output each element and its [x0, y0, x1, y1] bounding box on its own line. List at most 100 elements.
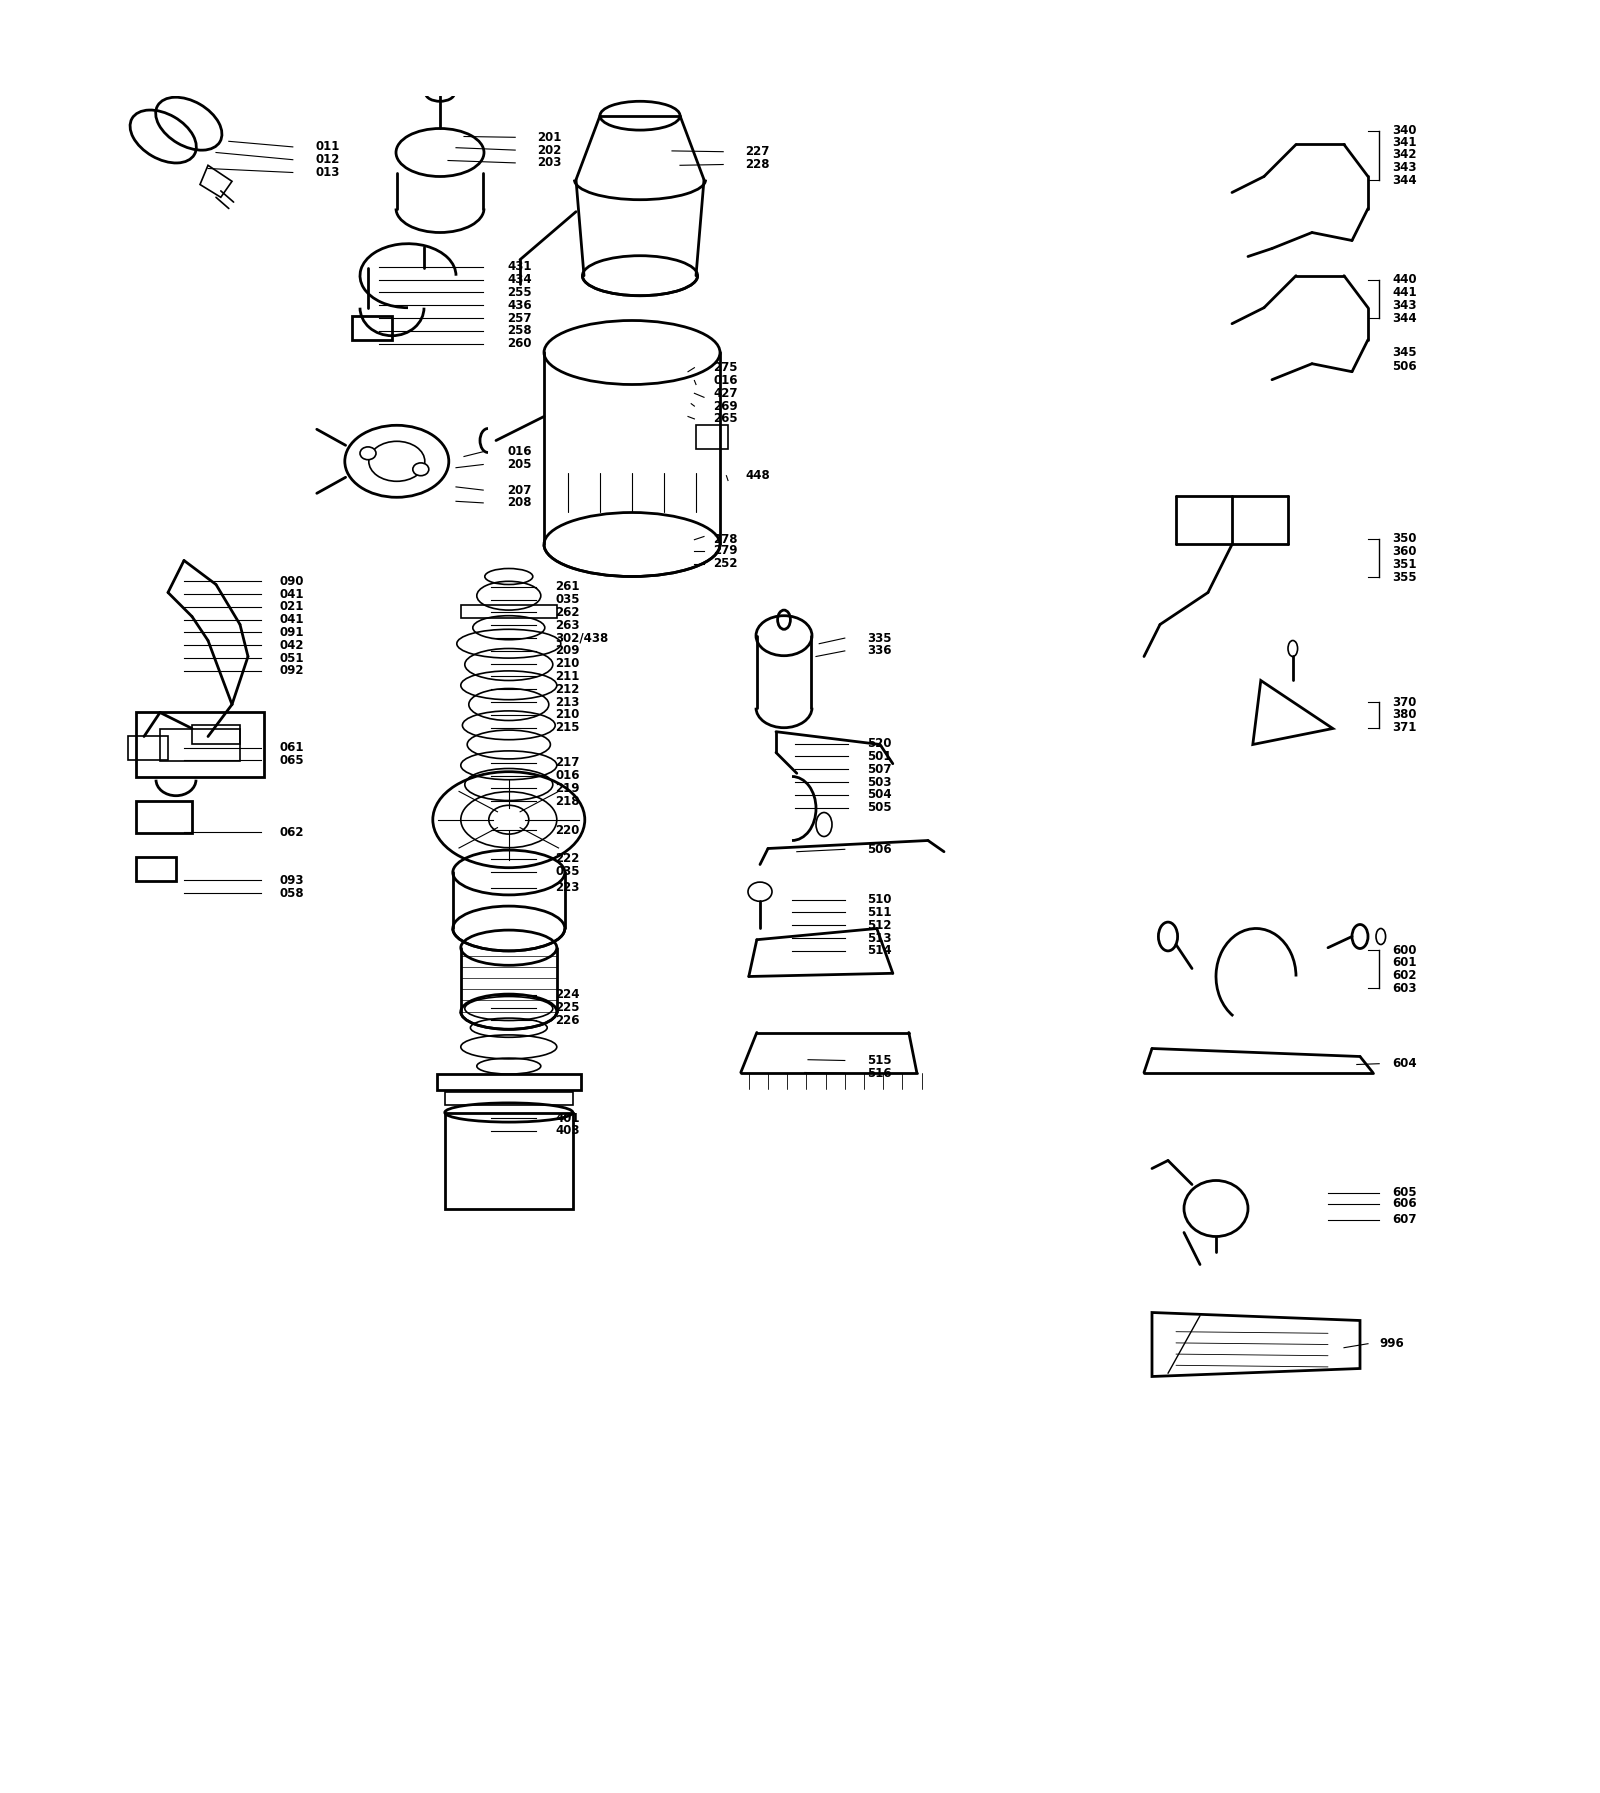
Text: 427: 427: [714, 387, 738, 400]
Text: 215: 215: [555, 721, 579, 733]
Text: 501: 501: [867, 749, 891, 764]
Text: 605: 605: [1392, 1185, 1416, 1200]
Text: 520: 520: [867, 737, 891, 749]
Text: 016: 016: [507, 445, 531, 459]
Text: 062: 062: [280, 827, 304, 839]
Text: 065: 065: [280, 755, 304, 767]
Text: 510: 510: [867, 893, 891, 905]
Text: 341: 341: [1392, 136, 1416, 149]
Bar: [437, 1074, 581, 1090]
Text: 219: 219: [555, 782, 579, 794]
Text: 514: 514: [867, 945, 891, 957]
Text: 601: 601: [1392, 956, 1416, 970]
Text: 210: 210: [555, 708, 579, 721]
Text: 091: 091: [280, 626, 304, 638]
Text: 090: 090: [280, 576, 304, 588]
Text: 261: 261: [555, 581, 579, 593]
Text: 371: 371: [1392, 721, 1416, 733]
Text: 401: 401: [555, 1112, 579, 1124]
Text: 355: 355: [1392, 570, 1416, 585]
Text: 436: 436: [507, 299, 531, 312]
Text: 092: 092: [280, 665, 304, 678]
Text: 255: 255: [507, 287, 531, 299]
Text: 275: 275: [714, 360, 738, 375]
Bar: [136, 857, 176, 880]
Text: 604: 604: [1392, 1058, 1416, 1070]
Text: 360: 360: [1392, 545, 1416, 558]
Text: 218: 218: [555, 794, 579, 809]
Text: 503: 503: [867, 776, 891, 789]
Text: 093: 093: [280, 873, 304, 888]
Text: 058: 058: [280, 888, 304, 900]
Text: 225: 225: [555, 1000, 579, 1015]
Text: 344: 344: [1392, 174, 1416, 186]
Text: 448: 448: [746, 470, 770, 482]
Text: 434: 434: [507, 273, 531, 287]
Text: 344: 344: [1392, 312, 1416, 325]
Text: 021: 021: [280, 601, 304, 613]
Text: 260: 260: [507, 337, 531, 350]
Text: 606: 606: [1392, 1198, 1416, 1210]
Text: 511: 511: [867, 905, 891, 920]
Bar: [696, 425, 728, 448]
Text: 607: 607: [1392, 1214, 1416, 1226]
Text: 431: 431: [507, 260, 531, 273]
Text: 035: 035: [555, 593, 579, 606]
Text: 505: 505: [867, 801, 891, 814]
Bar: [445, 1112, 573, 1208]
Text: 513: 513: [867, 932, 891, 945]
Text: 343: 343: [1392, 161, 1416, 174]
Text: 262: 262: [555, 606, 579, 619]
Text: 013: 013: [315, 167, 339, 179]
Text: 208: 208: [507, 497, 531, 509]
Text: 226: 226: [555, 1015, 579, 1027]
Text: 336: 336: [867, 644, 891, 658]
Text: 202: 202: [538, 143, 562, 156]
Text: 016: 016: [714, 375, 738, 387]
Text: 345: 345: [1392, 346, 1416, 359]
Text: 335: 335: [867, 631, 891, 645]
Text: 213: 213: [555, 696, 579, 708]
Text: 403: 403: [555, 1124, 579, 1137]
Bar: [160, 728, 240, 760]
Text: 265: 265: [714, 412, 738, 425]
Text: 350: 350: [1392, 533, 1416, 545]
Text: 440: 440: [1392, 273, 1416, 287]
Text: 041: 041: [280, 588, 304, 601]
Text: 041: 041: [280, 613, 304, 626]
Ellipse shape: [749, 882, 771, 902]
Bar: [136, 712, 264, 776]
Bar: [192, 726, 240, 744]
Text: 269: 269: [714, 400, 738, 412]
Text: 217: 217: [555, 757, 579, 769]
Text: 515: 515: [867, 1054, 891, 1067]
Text: 211: 211: [555, 671, 579, 683]
Text: 370: 370: [1392, 696, 1416, 708]
Text: 035: 035: [555, 866, 579, 879]
Text: 016: 016: [555, 769, 579, 782]
Text: 061: 061: [280, 741, 304, 755]
Text: 504: 504: [867, 789, 891, 801]
Text: 201: 201: [538, 131, 562, 143]
Text: 602: 602: [1392, 970, 1416, 983]
Ellipse shape: [360, 446, 376, 459]
Bar: [128, 737, 168, 760]
Text: 516: 516: [867, 1067, 891, 1079]
Text: 224: 224: [555, 988, 579, 1002]
Text: 012: 012: [315, 152, 339, 167]
Text: 351: 351: [1392, 558, 1416, 570]
Text: 343: 343: [1392, 299, 1416, 312]
Bar: [136, 800, 192, 832]
Text: 042: 042: [280, 638, 304, 653]
Text: 011: 011: [315, 140, 339, 154]
Text: 263: 263: [555, 619, 579, 631]
Text: 506: 506: [1392, 360, 1416, 373]
Text: 996: 996: [1379, 1338, 1403, 1350]
Text: 342: 342: [1392, 149, 1416, 161]
Text: 207: 207: [507, 484, 531, 497]
Text: 210: 210: [555, 658, 579, 671]
Text: 212: 212: [555, 683, 579, 696]
Text: 506: 506: [867, 843, 891, 855]
Text: 441: 441: [1392, 287, 1416, 299]
Text: 507: 507: [867, 762, 891, 776]
